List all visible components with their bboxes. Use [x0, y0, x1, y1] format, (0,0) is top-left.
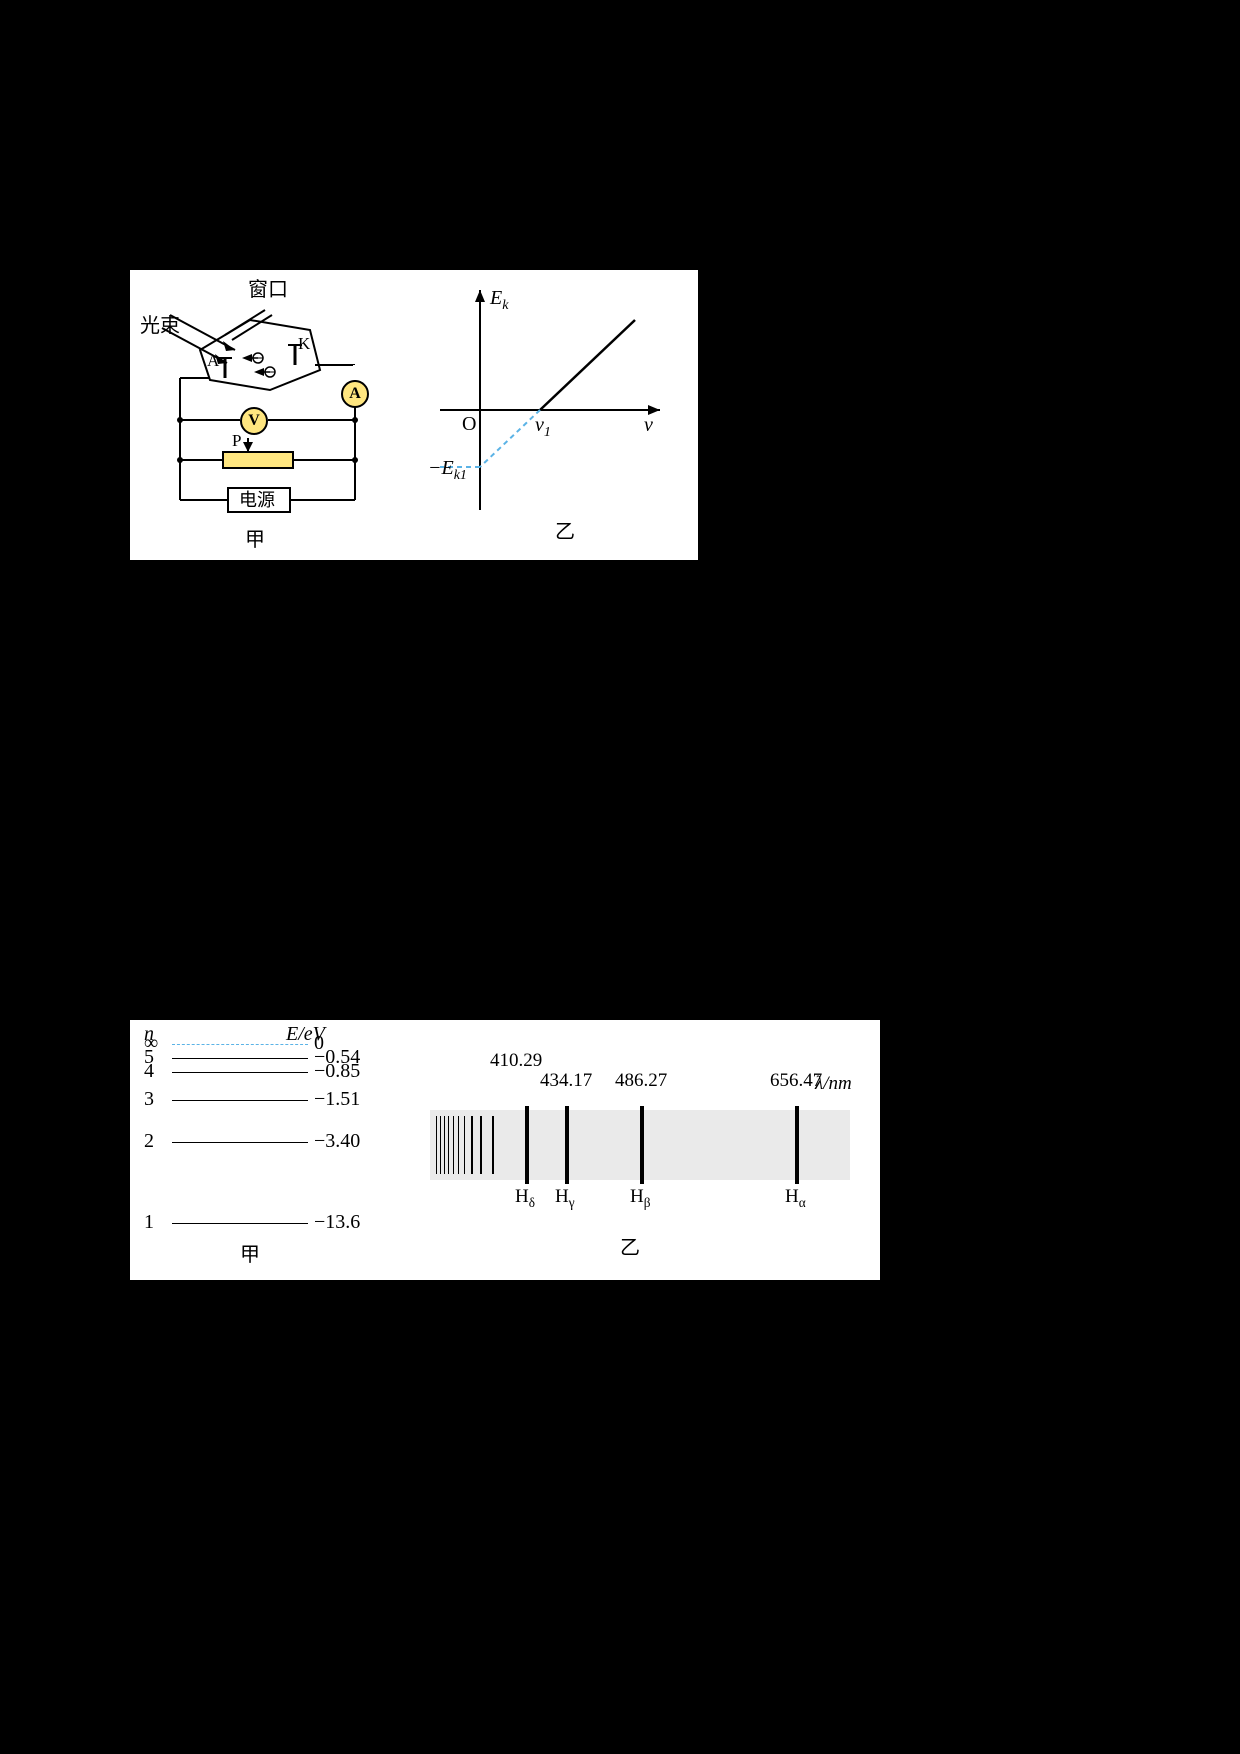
level-E: −0.85 [314, 1061, 360, 1081]
spectrum-line [440, 1116, 441, 1174]
slider-label: P [232, 432, 241, 449]
spectrum-line [444, 1116, 445, 1174]
y-axis-label: Ek [490, 288, 508, 313]
voltmeter-icon: V [240, 407, 268, 435]
energy-level-line [172, 1223, 308, 1224]
spectrum-line [458, 1116, 459, 1174]
graph-svg [420, 280, 680, 540]
ammeter-label: A [349, 385, 361, 403]
line-name-label: Hδ [515, 1186, 535, 1211]
spectrum-line [480, 1116, 482, 1174]
energy-level-line [172, 1100, 308, 1101]
line-name-label: Hγ [555, 1186, 575, 1211]
wavelength-label: 486.27 [615, 1070, 667, 1092]
line-name-label: Hβ [630, 1186, 651, 1211]
energy-level-line [172, 1058, 308, 1059]
named-spectrum-line [525, 1106, 529, 1184]
origin-label: O [462, 414, 476, 434]
line-name-label: Hα [785, 1186, 806, 1211]
spectrum-line [436, 1116, 437, 1174]
voltmeter-label: V [248, 412, 260, 430]
figure-photoelectric: A V 窗口 光束 A K P 电源 Ek ν O ν1 −Ek1 甲 乙 [130, 270, 698, 560]
level-E: −1.51 [314, 1089, 360, 1109]
x-axis-label: ν [644, 415, 653, 435]
beam-label: 光束 [140, 316, 180, 336]
level-E: −3.40 [314, 1131, 360, 1151]
wavelength-label: 434.17 [540, 1070, 592, 1092]
fig2-caption-left: 甲 [240, 1245, 260, 1265]
spectrum-line [448, 1116, 449, 1174]
electrode-k: K [298, 335, 310, 352]
ammeter-icon: A [341, 380, 369, 408]
energy-level-diagram: n E/eV ∞05−0.544−0.853−1.512−3.401−13.6 [138, 1028, 398, 1253]
ek-nu-graph: Ek ν O ν1 −Ek1 [420, 280, 680, 540]
level-n: 2 [144, 1131, 154, 1151]
spectrum-line [464, 1116, 465, 1174]
level-n: 3 [144, 1089, 154, 1109]
wavelength-label: 410.29 [490, 1050, 542, 1072]
x-intercept: ν1 [535, 415, 551, 440]
figure-hydrogen: n E/eV ∞05−0.544−0.853−1.512−3.401−13.6 … [130, 1020, 880, 1280]
energy-level-line [172, 1142, 308, 1143]
level-n: 1 [144, 1212, 154, 1232]
electrode-a: A [207, 352, 219, 369]
fig2-caption-right: 乙 [620, 1238, 640, 1258]
circuit-diagram: A V 窗口 光束 A K P 电源 [140, 280, 390, 520]
spectrum-line [492, 1116, 494, 1174]
fig1-caption-left: 甲 [245, 530, 265, 550]
spectrum-line [471, 1116, 473, 1174]
spectrum-line [453, 1116, 454, 1174]
lambda-axis-label: λ/nm [815, 1073, 852, 1095]
window-label: 窗口 [248, 280, 288, 300]
hydrogen-spectrum: 410.29Hδ434.17Hγ486.27Hβ656.47Hα [430, 1110, 850, 1180]
fig1-caption-right: 乙 [555, 522, 575, 542]
level-n: 4 [144, 1061, 154, 1081]
level-E: −13.6 [314, 1212, 360, 1232]
energy-level-line [172, 1072, 308, 1073]
energy-level-line [172, 1044, 308, 1045]
source-label: 电源 [239, 491, 275, 509]
named-spectrum-line [640, 1106, 644, 1184]
named-spectrum-line [795, 1106, 799, 1184]
y-intercept: −Ek1 [428, 458, 467, 483]
named-spectrum-line [565, 1106, 569, 1184]
